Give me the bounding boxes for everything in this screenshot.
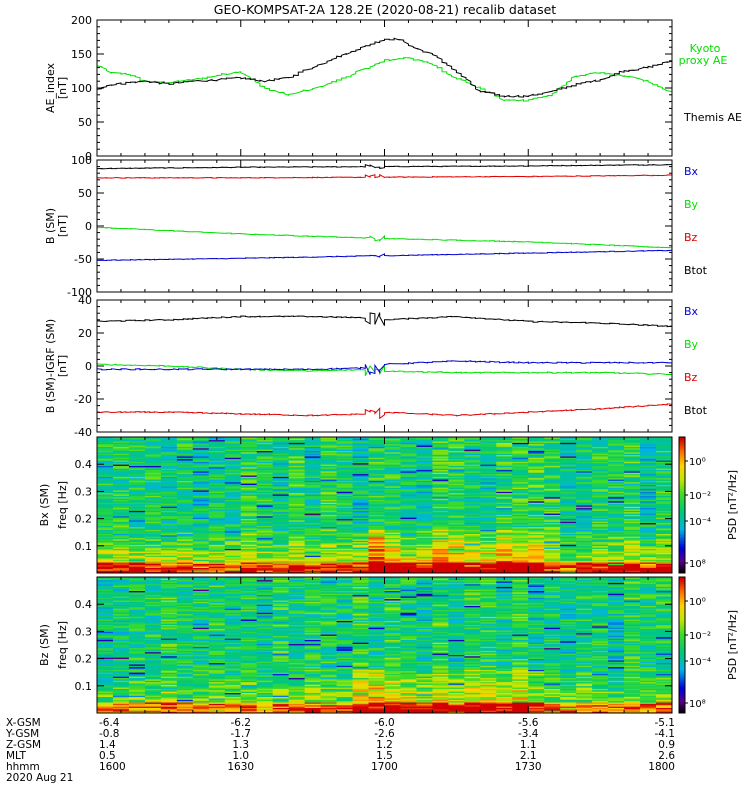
colorbar-label: PSD [nT²/Hz] — [726, 470, 739, 540]
series-bx — [97, 250, 672, 260]
series-kyoto-proxy-ae — [97, 58, 672, 102]
y-tick-label: -40 — [74, 426, 92, 439]
y-label-units: [nT] — [56, 77, 69, 99]
colorbar-tick-label: 10⁻⁴ — [689, 517, 711, 528]
y-tick-label: 50 — [78, 116, 92, 129]
y-tick-label: 20 — [78, 327, 92, 340]
legend-bx: Bx — [684, 305, 699, 318]
legend-proxy-ae: proxy AE — [679, 54, 728, 67]
colorbar-tick-label: 10⁻² — [689, 491, 711, 502]
colorbar-tick-label: 10⁸ — [689, 559, 706, 570]
legend-bx: Bx — [684, 165, 699, 178]
y-tick-label: 0 — [85, 220, 92, 233]
legend-by: By — [684, 338, 699, 351]
series-bz — [97, 404, 672, 418]
y-label: Bx (SM) — [38, 484, 51, 527]
legend-bz: Bz — [684, 371, 698, 384]
panel-bz-psd: 0.10.20.30.4Bz (SM)freq [Hz]10⁸10⁻⁴10⁻²1… — [38, 577, 739, 714]
y-tick-label: 100 — [71, 154, 92, 167]
series-bz — [97, 175, 672, 178]
panel-frame — [97, 160, 672, 292]
y-tick-label: 0.4 — [75, 458, 93, 471]
y-tick-label: -50 — [74, 253, 92, 266]
y-tick-label: 0 — [85, 360, 92, 373]
legend-bz: Bz — [684, 231, 698, 244]
legend-btot: Btot — [684, 404, 708, 417]
y-tick-label: 0.2 — [75, 513, 93, 526]
y-tick-label: 100 — [71, 82, 92, 95]
y-tick-label: 0.3 — [75, 485, 93, 498]
chart-title: GEO-KOMPSAT-2A 128.2E (2020-08-21) recal… — [214, 2, 557, 17]
y-tick-label: 200 — [71, 14, 92, 27]
panel-bx-psd: 0.1 0.2 0.3 0.4 Bx (SM) freq [Hz] 10⁸ 10⁻⁴ 10⁻² 1… — [38, 437, 739, 574]
colorbar-tick-label: 10⁰ — [689, 457, 706, 468]
series-themis-ae — [97, 38, 672, 97]
y-tick-label: 40 — [78, 294, 92, 307]
y-tick-label: 50 — [78, 187, 92, 200]
series-by — [97, 227, 672, 248]
y-tick-label: 150 — [71, 48, 92, 61]
legend-by: By — [684, 198, 699, 211]
y-label-units: [nT] — [56, 215, 69, 237]
legend-btot: Btot — [684, 264, 708, 277]
y-label-units: freq [Hz] — [56, 481, 69, 529]
legend-themis-ae: Themis AE — [683, 111, 742, 124]
y-tick-label: -20 — [74, 393, 92, 406]
y-tick-label: 0.1 — [75, 540, 93, 553]
y-label-units: [nT] — [56, 355, 69, 377]
series-btot — [97, 313, 672, 327]
